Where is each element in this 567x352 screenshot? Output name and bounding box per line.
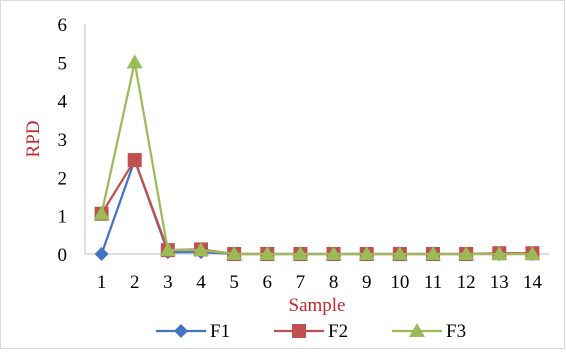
data-point-f3 (391, 246, 408, 260)
x-tick-label: 5 (229, 272, 239, 293)
legend-item-f3: F3 (392, 321, 466, 342)
legend-label-f2: F2 (328, 321, 348, 342)
data-point-f3 (491, 246, 508, 260)
legend-label-f3: F3 (446, 321, 466, 342)
x-tick-label: 4 (196, 272, 206, 293)
y-axis-title: RPD (23, 121, 44, 158)
x-tick-label: 7 (296, 272, 306, 293)
x-tick-label: 13 (490, 272, 509, 293)
data-point-f3 (193, 242, 209, 257)
x-tick-label: 1 (97, 272, 107, 293)
data-point-f3 (325, 246, 342, 260)
data-point-f3 (425, 246, 441, 260)
y-tick-label: 3 (58, 130, 68, 151)
x-tick-label: 3 (163, 272, 173, 293)
data-point-f3 (226, 246, 243, 260)
data-point-f3 (93, 205, 110, 220)
legend-item-f1: F1 (156, 321, 230, 342)
y-tick-label: 1 (58, 207, 68, 228)
axes (84, 24, 549, 255)
y-tick-label: 6 (58, 15, 68, 36)
data-point-f3 (126, 54, 143, 69)
legend-marker-f2 (292, 324, 306, 338)
x-tick-label: 10 (390, 272, 409, 293)
legend-marker-f3 (409, 323, 425, 337)
x-tick-label: 9 (362, 272, 372, 293)
x-tick-label: 6 (263, 272, 273, 293)
x-tick-label: 12 (457, 272, 476, 293)
x-tick-label: 8 (329, 272, 339, 293)
series-f3 (93, 54, 541, 260)
x-tick-label: 11 (424, 272, 442, 293)
y-tick-label: 2 (58, 168, 68, 189)
data-point-f3 (292, 246, 309, 260)
data-point-f3 (358, 246, 375, 260)
data-point-f3 (259, 246, 276, 260)
y-tick-label: 0 (58, 245, 68, 266)
series-line-f3 (100, 62, 533, 256)
x-axis-title: Sample (289, 295, 346, 316)
legend: F1 F2 F3 (156, 321, 466, 342)
data-point-f1 (94, 247, 109, 261)
series-layer (93, 54, 541, 261)
legend-item-f2: F2 (274, 321, 348, 342)
y-tick-label: 5 (58, 53, 68, 74)
data-point-f3 (524, 246, 541, 260)
x-tick-label: 14 (523, 272, 543, 293)
data-point-f2 (127, 153, 142, 168)
y-tick-labels: 0 1 2 3 4 5 6 (58, 15, 68, 266)
x-tick-label: 2 (130, 272, 140, 293)
data-point-f3 (458, 246, 475, 260)
data-point-f3 (159, 242, 176, 257)
y-tick-label: 4 (58, 92, 68, 113)
x-tick-labels: 1 2 3 4 5 6 7 8 9 10 11 12 13 14 (97, 272, 543, 293)
legend-label-f1: F1 (210, 321, 230, 342)
legend-marker-f1 (174, 324, 188, 338)
